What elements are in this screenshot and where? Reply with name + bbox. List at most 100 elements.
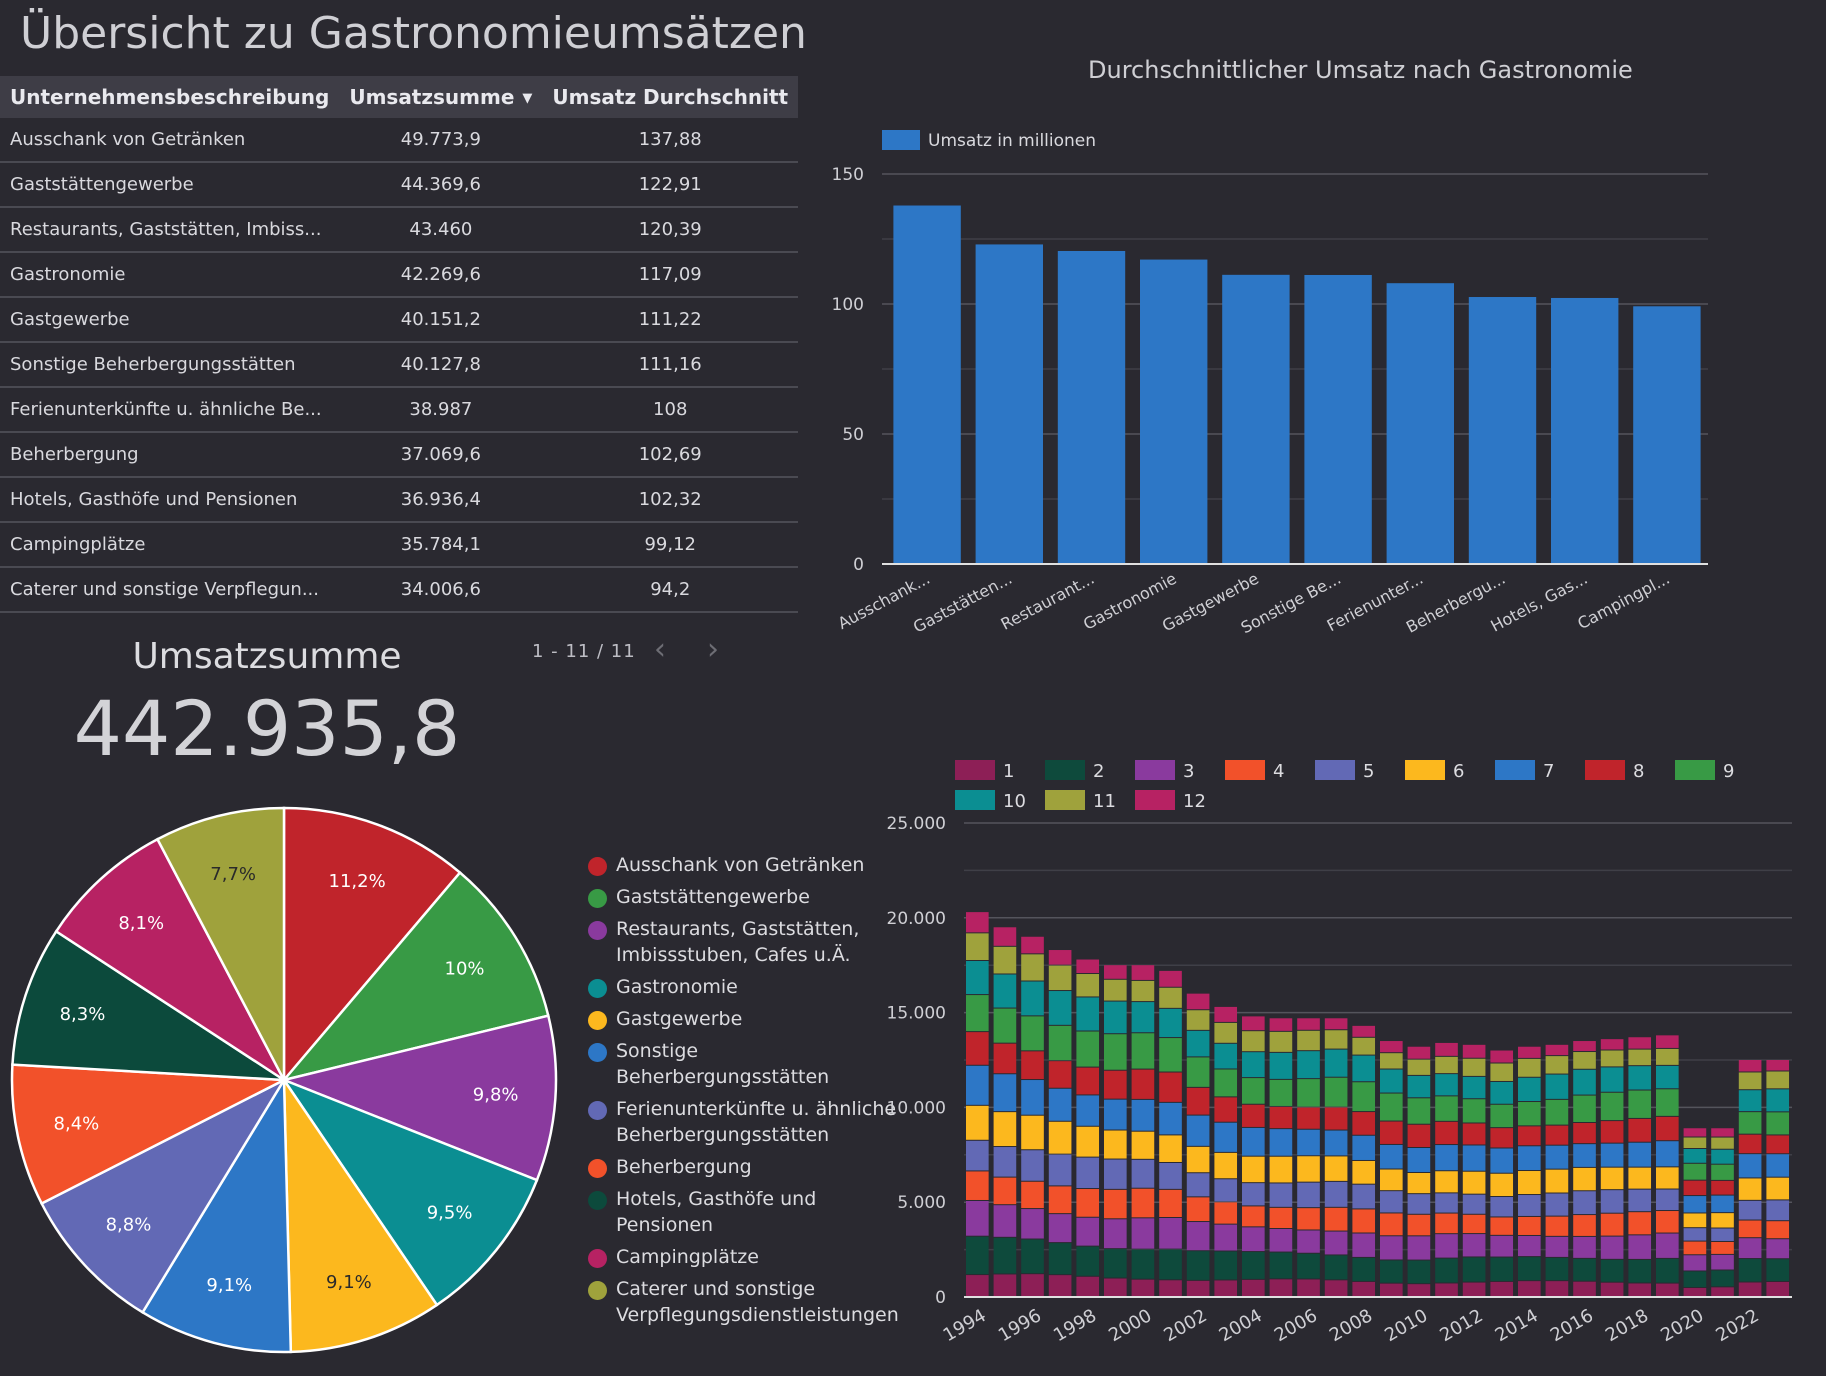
stack-segment[interactable] — [1214, 1202, 1238, 1224]
stack-segment[interactable] — [1600, 1167, 1624, 1190]
stack-segment[interactable] — [1297, 1279, 1320, 1296]
stack-segment[interactable] — [1352, 1257, 1376, 1281]
column-header-revenue-average[interactable]: Umsatz Durchschnitt — [542, 76, 799, 118]
stack-segment[interactable] — [1297, 1156, 1320, 1182]
stack-segment[interactable] — [1573, 1258, 1596, 1281]
stack-segment[interactable] — [1656, 1167, 1679, 1189]
table-row[interactable]: Gaststättengewerbe 44.369,6 122,91 — [0, 162, 799, 208]
stack-segment[interactable] — [993, 1112, 1017, 1147]
stack-segment[interactable] — [1683, 1196, 1707, 1213]
stack-segment[interactable] — [1628, 1066, 1652, 1090]
stack-segment[interactable] — [1131, 1002, 1155, 1033]
stack-segment[interactable] — [1104, 1099, 1127, 1130]
stack-segment[interactable] — [1435, 1283, 1458, 1296]
stack-segment[interactable] — [1352, 1082, 1376, 1112]
stack-segment[interactable] — [1214, 1022, 1238, 1043]
bar[interactable] — [975, 244, 1044, 564]
stack-segment[interactable] — [1214, 1251, 1238, 1280]
stack-segment[interactable] — [1490, 1173, 1514, 1197]
table-row[interactable]: Ausschank von Getränken 49.773,9 137,88 — [0, 118, 799, 163]
stack-segment[interactable] — [1242, 1183, 1265, 1206]
stack-segment[interactable] — [1186, 1280, 1210, 1296]
stack-segment[interactable] — [993, 946, 1017, 974]
stack-segment[interactable] — [1021, 936, 1044, 954]
stack-segment[interactable] — [1186, 1251, 1210, 1280]
stack-segment[interactable] — [1269, 1079, 1293, 1106]
stack-segment[interactable] — [1324, 1130, 1348, 1156]
stack-segment[interactable] — [1462, 1194, 1486, 1214]
stack-segment[interactable] — [1435, 1042, 1458, 1056]
stack-segment[interactable] — [1076, 1095, 1100, 1126]
stack-segment[interactable] — [1242, 1078, 1265, 1104]
stack-segment[interactable] — [1297, 1018, 1320, 1030]
stack-segment[interactable] — [1269, 1106, 1293, 1129]
stack-segment[interactable] — [1297, 1129, 1320, 1156]
stack-segment[interactable] — [1711, 1180, 1734, 1195]
stack-segment[interactable] — [1104, 1001, 1127, 1034]
pie-slice[interactable] — [140, 1075, 293, 1354]
stack-segment[interactable] — [1407, 1260, 1431, 1284]
pie-legend-item[interactable]: Campingplätze — [586, 1244, 916, 1270]
stack-segment[interactable] — [1214, 1069, 1238, 1097]
stack-segment[interactable] — [1738, 1090, 1762, 1112]
stack-segment[interactable] — [1159, 1102, 1182, 1135]
stack-segment[interactable] — [966, 1032, 989, 1065]
stack-segment[interactable] — [1324, 1030, 1348, 1049]
stack-segment[interactable] — [1462, 1214, 1486, 1234]
pie-legend-item[interactable]: Gaststättengewerbe — [586, 884, 916, 910]
bar[interactable] — [1139, 259, 1208, 564]
stack-segment[interactable] — [1683, 1228, 1707, 1241]
stack-segment[interactable] — [1545, 1074, 1569, 1099]
stack-segment[interactable] — [1518, 1171, 1541, 1195]
stack-segment[interactable] — [1518, 1146, 1541, 1171]
stack-segment[interactable] — [1021, 1016, 1044, 1051]
stack-segment[interactable] — [966, 961, 989, 995]
stack-segment[interactable] — [1518, 1195, 1541, 1216]
stack-segment[interactable] — [966, 933, 989, 961]
stack-segment[interactable] — [1380, 1283, 1403, 1296]
stack-segment[interactable] — [1104, 1070, 1127, 1099]
stack-segment[interactable] — [1545, 1216, 1569, 1236]
stack-segment[interactable] — [1021, 1080, 1044, 1115]
stack-segment[interactable] — [1186, 1010, 1210, 1030]
stack-segment[interactable] — [1656, 1035, 1679, 1048]
stack-segment[interactable] — [1545, 1044, 1569, 1056]
stack-segment[interactable] — [1131, 1249, 1155, 1279]
stack-segment[interactable] — [1656, 1116, 1679, 1141]
stack-segment[interactable] — [1656, 1189, 1679, 1211]
stack-segment[interactable] — [1076, 1031, 1100, 1067]
stack-segment[interactable] — [1159, 970, 1182, 987]
stack-segment[interactable] — [1159, 1189, 1182, 1217]
stack-segment[interactable] — [1297, 1107, 1320, 1129]
stack-segment[interactable] — [1214, 1043, 1238, 1069]
stack-segment[interactable] — [1407, 1075, 1431, 1098]
stack-segment[interactable] — [1711, 1254, 1734, 1270]
stack-segment[interactable] — [1628, 1090, 1652, 1118]
stack-segment[interactable] — [1352, 1233, 1376, 1257]
table-row[interactable]: Restaurants, Gaststätten, Imbiss... 43.46… — [0, 207, 799, 253]
stack-segment[interactable] — [1738, 1060, 1762, 1072]
stack-segment[interactable] — [1683, 1180, 1707, 1196]
stack-segment[interactable] — [1324, 1255, 1348, 1280]
stack-segment[interactable] — [1380, 1260, 1403, 1283]
stack-segment[interactable] — [966, 1275, 989, 1296]
stack-segment[interactable] — [1462, 1282, 1486, 1296]
stack-segment[interactable] — [1242, 1104, 1265, 1127]
stack-segment[interactable] — [1738, 1220, 1762, 1238]
stack-segment[interactable] — [1242, 1279, 1265, 1296]
stack-segment[interactable] — [1462, 1257, 1486, 1282]
stack-segment[interactable] — [1048, 1154, 1072, 1186]
stack-segment[interactable] — [1738, 1259, 1762, 1282]
previous-page-icon[interactable]: ‹ — [654, 632, 666, 667]
stack-segment[interactable] — [1048, 1025, 1072, 1061]
stack-segment[interactable] — [1242, 1127, 1265, 1156]
stack-segment[interactable] — [1573, 1123, 1596, 1144]
stack-segment[interactable] — [1076, 1126, 1100, 1157]
pie-slice[interactable] — [280, 1077, 539, 1307]
stack-segment[interactable] — [1407, 1059, 1431, 1075]
pie-slice[interactable] — [282, 1075, 439, 1354]
stack-segment[interactable] — [1435, 1258, 1458, 1283]
stack-segment[interactable] — [1683, 1137, 1707, 1149]
stack-segment[interactable] — [1352, 1037, 1376, 1055]
stack-segment[interactable] — [1021, 1239, 1044, 1274]
